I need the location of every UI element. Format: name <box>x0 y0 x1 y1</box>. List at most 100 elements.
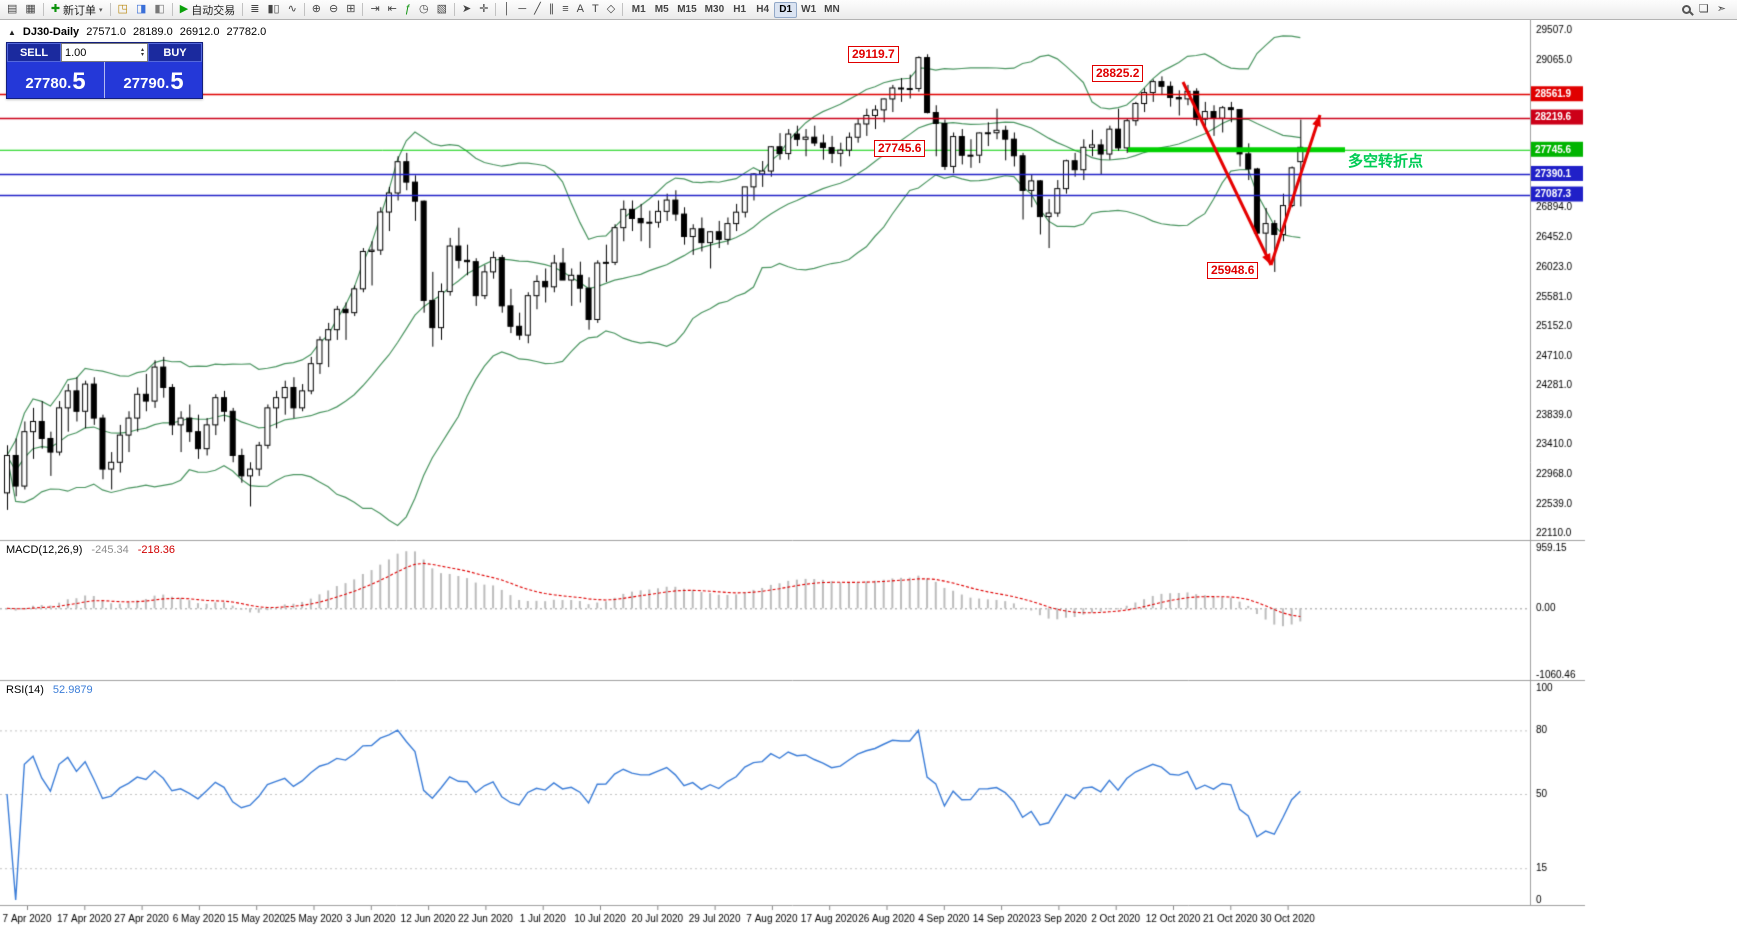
toolbar-separator <box>622 3 624 16</box>
autotrading-button[interactable]: ▶ 自动交易 <box>176 1 239 19</box>
zoom-in-icon[interactable]: ⊕ <box>308 1 325 19</box>
line-chart-icon: ∿ <box>287 3 297 15</box>
line-chart-icon[interactable]: ∿ <box>284 1 301 19</box>
tile-windows-icon: ⊞ <box>346 3 356 15</box>
auto-scroll-icon[interactable]: ⇥ <box>366 1 383 19</box>
open-value: 27571.0 <box>86 26 126 38</box>
data-window-icon: ◨ <box>135 3 147 15</box>
toolbar: ▤ ▦ ✚ 新订单 ▾ ◳ ◨ ◧ ▶ 自动交易 ≣ ▮▯ ∿ ⊕ ⊖ ⊞ ⇥ ⇤ ƒ ◷ ▧ ➤ ✛ │ ─ ╱ ∥ ≡ A T ◇ M1… <box>0 0 1737 20</box>
templates-icon[interactable]: ▧ <box>433 1 451 19</box>
timeframe-m15-button[interactable]: M15 <box>673 2 700 18</box>
macd-signal-value: -218.36 <box>137 544 176 556</box>
toolbar-separator <box>171 3 173 16</box>
fibonacci-icon[interactable]: ≡ <box>558 1 572 19</box>
label-icon: T <box>592 3 599 15</box>
timeframe-m1-button[interactable]: M1 <box>627 2 650 18</box>
macd-main-value: -245.34 <box>91 544 129 556</box>
crosshair-icon: ✛ <box>479 3 489 15</box>
timeframe-h1-button[interactable]: H1 <box>728 2 751 18</box>
bars-chart-icon[interactable]: ≣ <box>246 1 263 19</box>
bars-chart-icon: ≣ <box>250 3 260 15</box>
volume-value: 1.00 <box>65 46 87 59</box>
shapes-icon[interactable]: ◇ <box>603 1 619 19</box>
new-order-button[interactable]: ✚ 新订单 ▾ <box>47 1 107 19</box>
market-watch-icon[interactable]: ◳ <box>114 1 132 19</box>
low-value: 26912.0 <box>179 26 220 38</box>
rsi-value: 52.9879 <box>52 684 93 696</box>
tile-windows-icon[interactable]: ⊞ <box>342 1 359 19</box>
macd-pane-header: MACD(12,26,9) -245.34 -218.36 <box>6 544 175 556</box>
toolbar-separator <box>454 3 456 16</box>
text-icon[interactable]: A <box>573 1 588 19</box>
candles-chart-icon: ▮▯ <box>267 3 280 15</box>
periods-icon: ◷ <box>419 3 429 15</box>
trendline-icon[interactable]: ╱ <box>530 1 545 19</box>
trendline-icon: ╱ <box>534 3 541 15</box>
toolbar-separator <box>242 3 244 16</box>
buy-price[interactable]: 27790. 5 <box>104 62 202 98</box>
zoom-out-icon[interactable]: ⊖ <box>325 1 342 19</box>
cursor-icon: ➤ <box>462 3 472 15</box>
cursor-icon[interactable]: ➤ <box>458 1 475 19</box>
channel-icon[interactable]: ∥ <box>545 1 559 19</box>
crosshair-icon[interactable]: ✛ <box>475 1 492 19</box>
navigator-icon[interactable]: ◧ <box>150 1 168 19</box>
dropdown-arrow-icon: ▾ <box>99 6 103 14</box>
layers-icon[interactable]: ❏ <box>1698 3 1709 15</box>
one-click-trading-panel: SELL 1.00 ▴ ▾ BUY 27780. 5 27790. 5 <box>6 42 203 99</box>
vertical-line-icon[interactable]: │ <box>499 1 514 19</box>
toolbar-separator <box>109 3 111 16</box>
volume-spinner[interactable]: ▴ ▾ <box>140 46 144 58</box>
zoom-in-icon: ⊕ <box>311 3 321 15</box>
spin-up-icon[interactable]: ▴ <box>140 46 144 53</box>
toolbar-separator <box>362 3 364 16</box>
horizontal-line-icon[interactable]: ─ <box>514 1 530 19</box>
fibonacci-icon: ≡ <box>562 3 569 15</box>
rsi-pane-header: RSI(14) 52.9879 <box>6 684 93 696</box>
buy-button[interactable]: BUY <box>148 43 202 62</box>
panel-toggle-icon[interactable]: ▲ <box>8 27 16 37</box>
profiles-icon[interactable]: ▦ <box>21 1 39 19</box>
timeframe-d1-button[interactable]: D1 <box>774 1 798 18</box>
spin-down-icon[interactable]: ▾ <box>140 51 144 58</box>
indicators-icon[interactable]: ƒ <box>401 1 415 19</box>
new-order-button-label: 新订单 <box>63 4 97 17</box>
autotrading-button-label: 自动交易 <box>191 4 236 17</box>
timeframe-m30-button[interactable]: M30 <box>701 2 728 18</box>
timeframe-h4-button[interactable]: H4 <box>751 2 774 18</box>
horizontal-line-icon: ─ <box>518 3 527 15</box>
toolbar-right: ❏ ➣ <box>1681 3 1734 15</box>
navigator-icon: ◧ <box>154 3 165 15</box>
ohlc-info-bar: ▲ DJ30-Daily 27571.0 28189.0 26912.0 277… <box>8 26 266 38</box>
new-chart-icon[interactable]: ▤ <box>3 1 21 19</box>
close-value: 27782.0 <box>226 26 267 38</box>
templates-icon: ▧ <box>436 3 448 15</box>
auto-scroll-icon: ⇥ <box>370 3 380 15</box>
chart-shift-icon: ⇤ <box>387 3 397 15</box>
chart-shift-icon[interactable]: ⇤ <box>384 1 401 19</box>
sell-button[interactable]: SELL <box>7 43 61 62</box>
chart-canvas[interactable] <box>0 20 1737 943</box>
toolbar-separator <box>303 3 305 16</box>
toolbar-separator <box>495 3 497 16</box>
sell-price[interactable]: 27780. 5 <box>25 68 86 95</box>
label-icon[interactable]: T <box>588 1 603 19</box>
new-chart-icon: ▤ <box>7 3 18 15</box>
data-window-icon[interactable]: ◨ <box>132 1 150 19</box>
symbol-label: DJ30-Daily <box>22 26 80 38</box>
search-icon[interactable] <box>1681 5 1691 14</box>
volume-field[interactable]: 1.00 ▴ ▾ <box>61 43 148 62</box>
periods-icon[interactable]: ◷ <box>415 1 433 19</box>
timeframe-buttons: M1 M5 M15 M30 H1 H4 D1 W1 MN <box>627 1 844 18</box>
chart-workspace: ▲ DJ30-Daily 27571.0 28189.0 26912.0 277… <box>0 20 1737 943</box>
rsi-title: RSI(14) <box>6 684 44 696</box>
vertical-line-icon: │ <box>503 3 511 15</box>
candles-chart-icon[interactable]: ▮▯ <box>263 1 283 19</box>
toolbar-items: ▤ ▦ ✚ 新订单 ▾ ◳ ◨ ◧ ▶ 自动交易 ≣ ▮▯ ∿ ⊕ ⊖ ⊞ ⇥ ⇤ ƒ ◷ ▧ ➤ ✛ │ ─ ╱ ∥ ≡ A T ◇ <box>3 1 626 19</box>
timeframe-mn-button[interactable]: MN <box>820 2 844 18</box>
timeframe-m5-button[interactable]: M5 <box>650 2 673 18</box>
pointer-menu-icon[interactable]: ➣ <box>1716 3 1726 15</box>
autotrading-icon: ▶ <box>179 3 189 15</box>
toolbar-separator <box>42 3 44 16</box>
timeframe-w1-button[interactable]: W1 <box>797 2 820 18</box>
